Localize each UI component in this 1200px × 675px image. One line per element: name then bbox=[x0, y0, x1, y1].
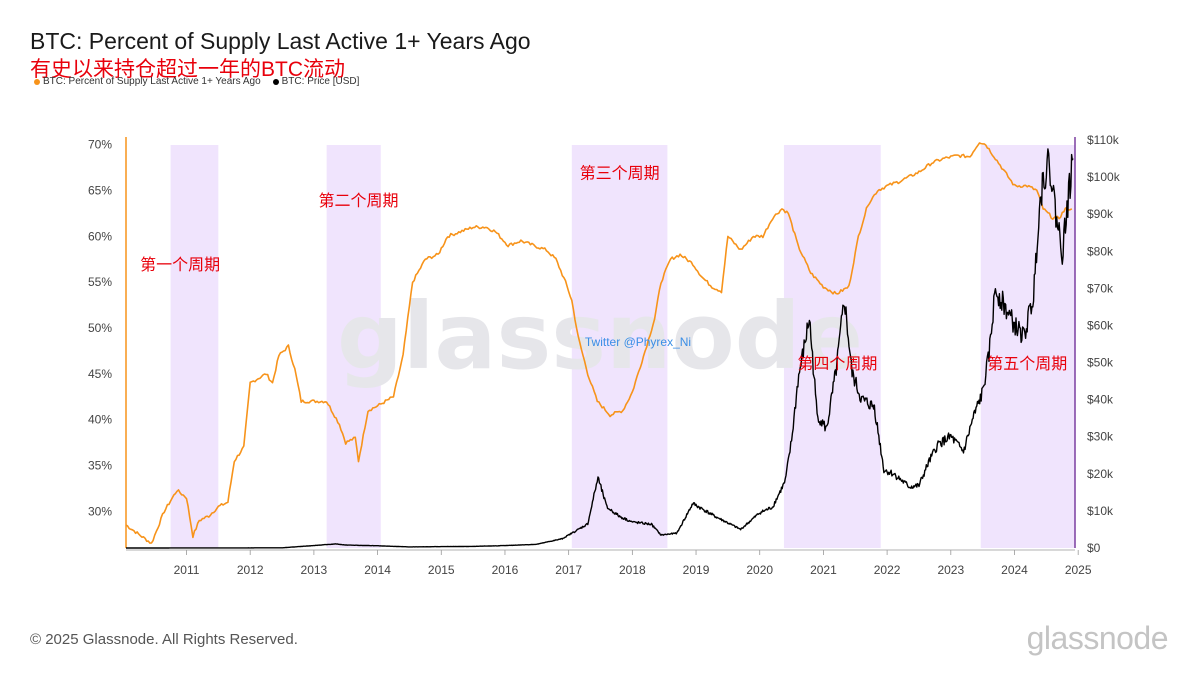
y-right-tick-label: $20k bbox=[1087, 467, 1114, 481]
price-series-line bbox=[126, 148, 1074, 549]
x-tick-label: 2018 bbox=[619, 563, 646, 577]
legend: BTC: Percent of Supply Last Active 1+ Ye… bbox=[34, 76, 359, 87]
chart-subtitle: 有史以来持仓超过一年的BTC流动 bbox=[30, 58, 345, 81]
twitter-credit: Twitter @Phyrex_Ni bbox=[585, 335, 691, 349]
y-left-tick-label: 55% bbox=[88, 275, 112, 289]
y-left-tick-label: 40% bbox=[88, 413, 112, 427]
glassnode-logo: glassnode bbox=[1026, 620, 1169, 656]
x-tick-label: 2021 bbox=[810, 563, 837, 577]
y-right-tick-label: $40k bbox=[1087, 393, 1114, 407]
legend-item-supply[interactable]: BTC: Percent of Supply Last Active 1+ Ye… bbox=[34, 76, 261, 87]
y-right-tick-label: $50k bbox=[1087, 356, 1114, 370]
y-left-tick-label: 35% bbox=[88, 458, 112, 472]
legend-label-supply: BTC: Percent of Supply Last Active 1+ Ye… bbox=[43, 76, 261, 87]
x-tick-label: 2016 bbox=[492, 563, 519, 577]
x-tick-label: 2019 bbox=[683, 563, 710, 577]
y-left-tick-label: 70% bbox=[88, 138, 112, 152]
y-left-tick-label: 65% bbox=[88, 183, 112, 197]
chart-title: BTC: Percent of Supply Last Active 1+ Ye… bbox=[30, 28, 531, 54]
y-left-tick-label: 50% bbox=[88, 321, 112, 335]
y-right-tick-label: $80k bbox=[1087, 244, 1114, 258]
x-tick-label: 2015 bbox=[428, 563, 455, 577]
y-right-tick-label: $30k bbox=[1087, 430, 1114, 444]
cycle-label-3: 第三个周期 bbox=[580, 164, 660, 183]
y-right-tick-label: $10k bbox=[1087, 504, 1114, 518]
copyright-footer: © 2025 Glassnode. All Rights Reserved. bbox=[30, 631, 298, 648]
cycle-band-2 bbox=[326, 145, 381, 548]
y-left-tick-label: 45% bbox=[88, 367, 112, 381]
x-tick-label: 2022 bbox=[874, 563, 901, 577]
y-left-tick-label: 60% bbox=[88, 229, 112, 243]
legend-dot-supply bbox=[34, 78, 40, 85]
cycle-band-5 bbox=[980, 145, 1075, 548]
x-tick-label: 2023 bbox=[937, 563, 964, 577]
cycle-band-3 bbox=[571, 145, 668, 548]
y-right-tick-label: $60k bbox=[1087, 318, 1114, 332]
cycle-label-2: 第二个周期 bbox=[318, 191, 398, 210]
y-right-tick-label: $0 bbox=[1087, 541, 1101, 555]
y-right-tick-label: $70k bbox=[1087, 281, 1114, 295]
x-tick-label: 2013 bbox=[301, 563, 328, 577]
x-tick-label: 2011 bbox=[174, 563, 200, 577]
y-right-tick-label: $100k bbox=[1087, 170, 1121, 184]
x-tick-label: 2020 bbox=[746, 563, 773, 577]
watermark: glassnode bbox=[337, 283, 863, 390]
legend-label-price: BTC: Price [USD] bbox=[281, 76, 360, 87]
cycle-band-1 bbox=[170, 145, 219, 548]
cycle-label-5: 第五个周期 bbox=[987, 354, 1067, 373]
legend-dot-price bbox=[272, 78, 279, 85]
cycle-label-4: 第四个周期 bbox=[797, 354, 877, 373]
cycle-band-4 bbox=[783, 145, 881, 548]
supply-series-line bbox=[125, 142, 1073, 544]
y-right-tick-label: $110k bbox=[1087, 133, 1120, 147]
x-tick-label: 2012 bbox=[237, 563, 264, 577]
y-left-tick-label: 30% bbox=[88, 504, 112, 518]
y-right-tick-label: $90k bbox=[1087, 207, 1114, 221]
x-tick-label: 2025 bbox=[1065, 563, 1092, 577]
legend-item-price[interactable]: BTC: Price [USD] bbox=[272, 76, 360, 87]
x-tick-label: 2017 bbox=[555, 563, 582, 577]
x-tick-label: 2014 bbox=[364, 563, 391, 577]
x-tick-label: 2024 bbox=[1001, 563, 1028, 577]
cycle-label-1: 第一个周期 bbox=[140, 255, 220, 274]
